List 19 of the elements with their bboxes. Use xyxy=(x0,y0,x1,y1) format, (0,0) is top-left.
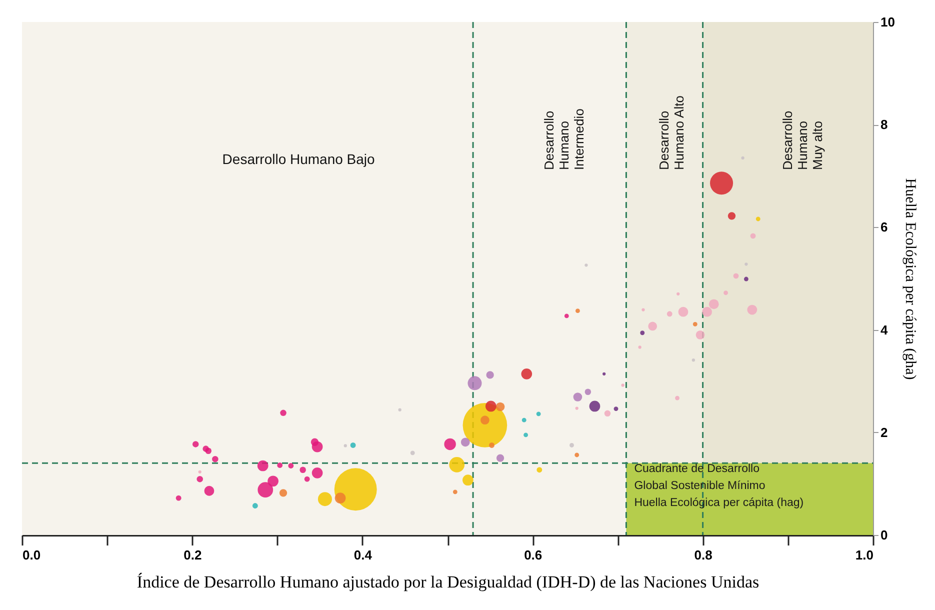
x-tick-label: 0.0 xyxy=(22,548,41,562)
y-axis-title: Huella Ecológica per cápita (gha) xyxy=(902,178,918,380)
x-tick-label: 0.8 xyxy=(694,548,712,562)
x-axis-title: Índice de Desarrollo Humano ajustado por la Desigualdad (IDH-D) de las Naciones Unidas xyxy=(136,572,760,592)
band-label: Cuadrante de Desarrollo Global Sostenible Mínimo Huella Ecológica per cápita (hag) xyxy=(634,463,804,510)
y-tick-label: 2 xyxy=(880,424,888,440)
band-label: Desarrollo Humano Intermedio xyxy=(542,108,587,170)
band-label: Desarrollo Humano Muy alto xyxy=(780,110,825,170)
y-tick-label: 10 xyxy=(880,14,895,30)
x-tick-label: 0.2 xyxy=(184,548,202,562)
y-tick-label: 0 xyxy=(880,528,888,542)
x-tick-label: 0.6 xyxy=(524,548,542,562)
band-label: Desarrollo Humano Alto xyxy=(656,96,687,170)
y-tick-label: 8 xyxy=(880,117,888,132)
x-tick-label: 0.4 xyxy=(354,548,373,562)
band-label: Desarrollo Humano Bajo xyxy=(222,151,376,167)
y-tick-label: 6 xyxy=(880,220,888,235)
y-tick-label: 4 xyxy=(880,322,888,338)
x-tick-label: 1.0 xyxy=(855,548,874,562)
